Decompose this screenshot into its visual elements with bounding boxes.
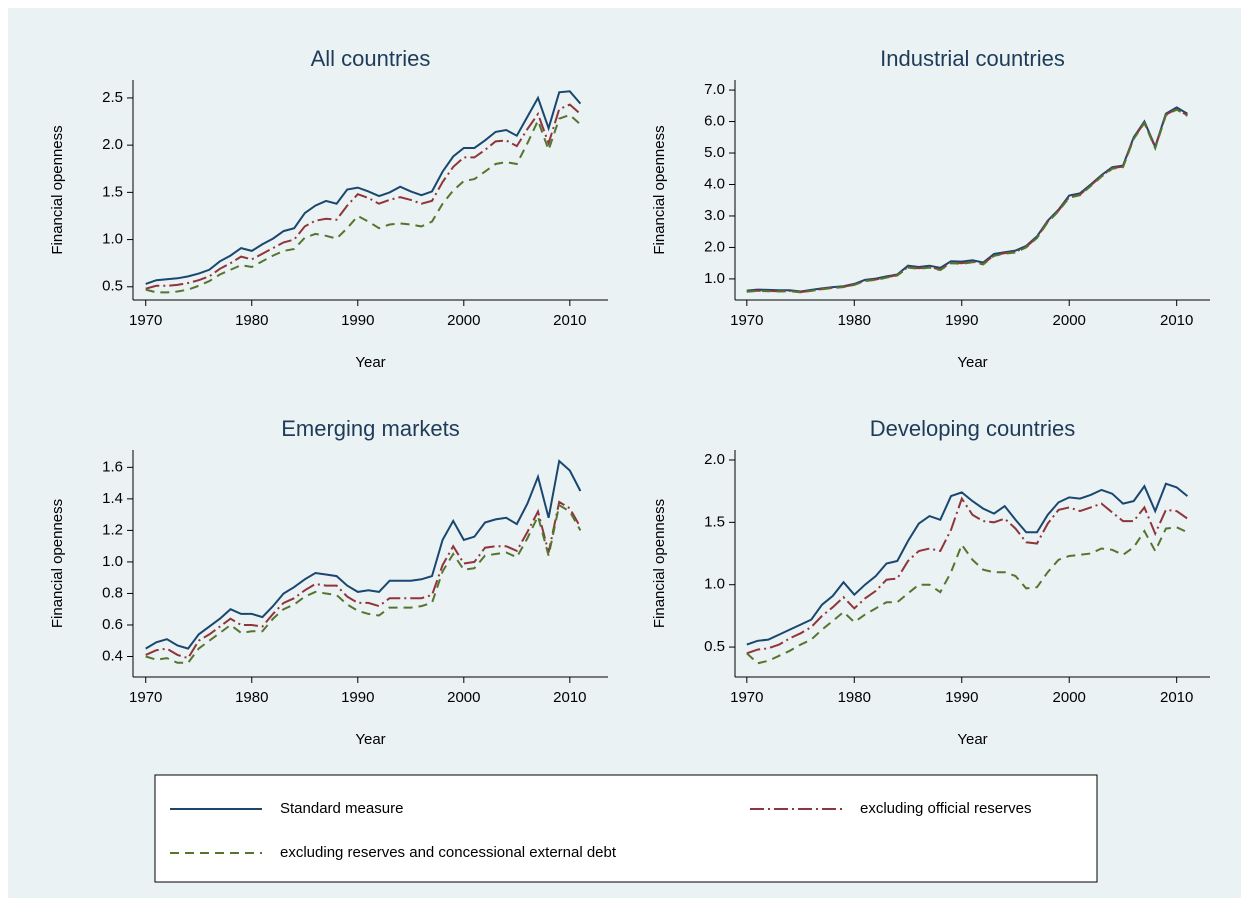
x-axis-label: Year bbox=[957, 731, 987, 748]
y-tick-label: 7.0 bbox=[704, 81, 725, 98]
series-line bbox=[746, 482, 1189, 646]
panel-title: All countries bbox=[311, 46, 431, 71]
x-tick-label: 1970 bbox=[730, 312, 763, 329]
panel-title: Emerging markets bbox=[281, 416, 460, 441]
x-tick-label: 2000 bbox=[1053, 312, 1086, 329]
series-line bbox=[145, 503, 582, 664]
x-tick-label: 1990 bbox=[945, 312, 978, 329]
x-axis-label: Year bbox=[355, 354, 385, 371]
y-tick-label: 1.0 bbox=[102, 553, 123, 570]
y-tick-label: 0.8 bbox=[102, 584, 123, 601]
panel-title: Industrial countries bbox=[880, 46, 1065, 71]
legend-label: excluding reserves and concessional exte… bbox=[280, 844, 617, 861]
series-line bbox=[746, 496, 1188, 655]
y-tick-label: 1.5 bbox=[704, 513, 725, 530]
x-tick-label: 2000 bbox=[447, 689, 480, 706]
y-tick-label: 0.6 bbox=[102, 616, 123, 633]
series-line bbox=[145, 500, 582, 660]
y-tick-label: 2.5 bbox=[102, 89, 123, 106]
series-line bbox=[145, 459, 582, 650]
y-tick-label: 6.0 bbox=[704, 113, 725, 130]
y-tick-label: 1.4 bbox=[102, 490, 123, 507]
y-tick-label: 2.0 bbox=[704, 451, 725, 468]
y-tick-label: 3.0 bbox=[704, 207, 725, 224]
x-axis-label: Year bbox=[355, 731, 385, 748]
x-tick-label: 1970 bbox=[129, 689, 162, 706]
series-line bbox=[746, 526, 1188, 665]
x-tick-label: 2000 bbox=[447, 312, 480, 329]
series-line bbox=[145, 113, 582, 294]
y-tick-label: 1.0 bbox=[704, 576, 725, 593]
x-tick-label: 1990 bbox=[945, 689, 978, 706]
y-tick-label: 1.6 bbox=[102, 458, 123, 475]
x-tick-label: 2000 bbox=[1053, 689, 1086, 706]
legend-label: excluding official reserves bbox=[860, 800, 1031, 817]
x-tick-label: 1980 bbox=[235, 689, 268, 706]
x-tick-label: 1980 bbox=[838, 689, 871, 706]
y-tick-label: 1.2 bbox=[102, 521, 123, 538]
legend-box bbox=[154, 774, 1098, 883]
panel-title: Developing countries bbox=[870, 416, 1075, 441]
y-tick-label: 2.0 bbox=[102, 136, 123, 153]
series-line bbox=[746, 108, 1188, 294]
y-tick-label: 5.0 bbox=[704, 144, 725, 161]
y-tick-label: 2.0 bbox=[704, 238, 725, 255]
y-axis-label: Financial openness bbox=[49, 499, 66, 628]
x-tick-label: 1980 bbox=[235, 312, 268, 329]
x-tick-label: 1970 bbox=[730, 689, 763, 706]
x-tick-label: 1980 bbox=[838, 312, 871, 329]
x-tick-label: 1990 bbox=[341, 312, 374, 329]
y-axis-label: Financial openness bbox=[49, 125, 66, 254]
x-tick-label: 1990 bbox=[341, 689, 374, 706]
x-tick-label: 2010 bbox=[553, 312, 586, 329]
y-tick-label: 1.0 bbox=[704, 270, 725, 287]
y-tick-label: 4.0 bbox=[704, 175, 725, 192]
series-line bbox=[145, 103, 582, 290]
y-tick-label: 0.5 bbox=[102, 278, 123, 295]
y-tick-label: 0.5 bbox=[704, 638, 725, 655]
x-tick-label: 2010 bbox=[1160, 312, 1193, 329]
y-tick-label: 0.4 bbox=[102, 647, 123, 664]
series-line bbox=[145, 90, 582, 285]
graph-region bbox=[8, 8, 1241, 898]
y-tick-label: 1.5 bbox=[102, 183, 123, 200]
x-tick-label: 2010 bbox=[553, 689, 586, 706]
x-tick-label: 2010 bbox=[1160, 689, 1193, 706]
legend-label: Standard measure bbox=[280, 800, 403, 817]
y-axis-label: Financial openness bbox=[651, 125, 668, 254]
x-tick-label: 1970 bbox=[129, 312, 162, 329]
x-axis-label: Year bbox=[957, 354, 987, 371]
y-axis-label: Financial openness bbox=[651, 499, 668, 628]
y-tick-label: 1.0 bbox=[102, 231, 123, 248]
